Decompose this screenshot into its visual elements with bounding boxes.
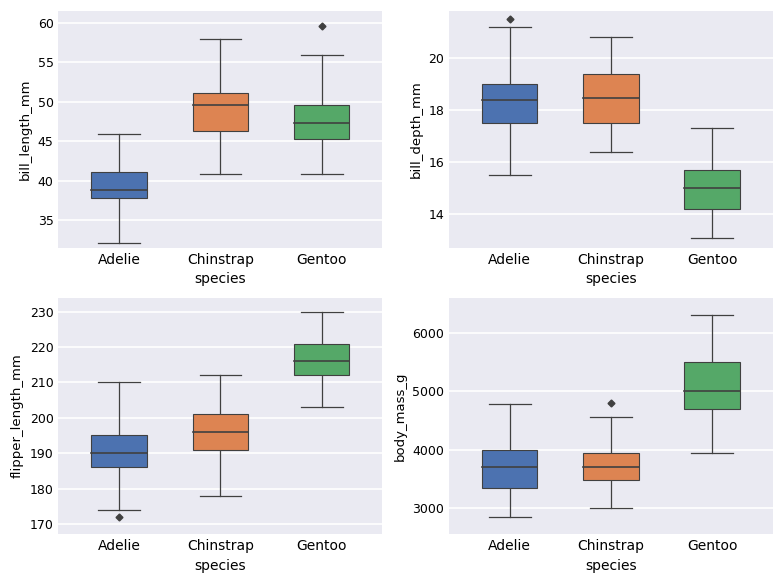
X-axis label: species: species — [194, 273, 246, 286]
Bar — [583, 453, 639, 479]
X-axis label: species: species — [585, 559, 637, 573]
Y-axis label: flipper_length_mm: flipper_length_mm — [11, 354, 24, 478]
Bar — [294, 343, 350, 376]
Y-axis label: body_mass_g: body_mass_g — [394, 371, 406, 461]
Bar — [482, 84, 538, 123]
Bar — [193, 93, 249, 131]
Bar — [684, 170, 740, 209]
Bar — [193, 414, 249, 450]
Bar — [482, 450, 538, 488]
Bar — [91, 172, 147, 199]
Bar — [684, 362, 740, 409]
Y-axis label: bill_length_mm: bill_length_mm — [19, 79, 32, 180]
Y-axis label: bill_depth_mm: bill_depth_mm — [409, 81, 423, 179]
Bar — [294, 106, 350, 139]
X-axis label: species: species — [585, 273, 637, 286]
Bar — [583, 74, 639, 123]
X-axis label: species: species — [194, 559, 246, 573]
Bar — [91, 436, 147, 467]
